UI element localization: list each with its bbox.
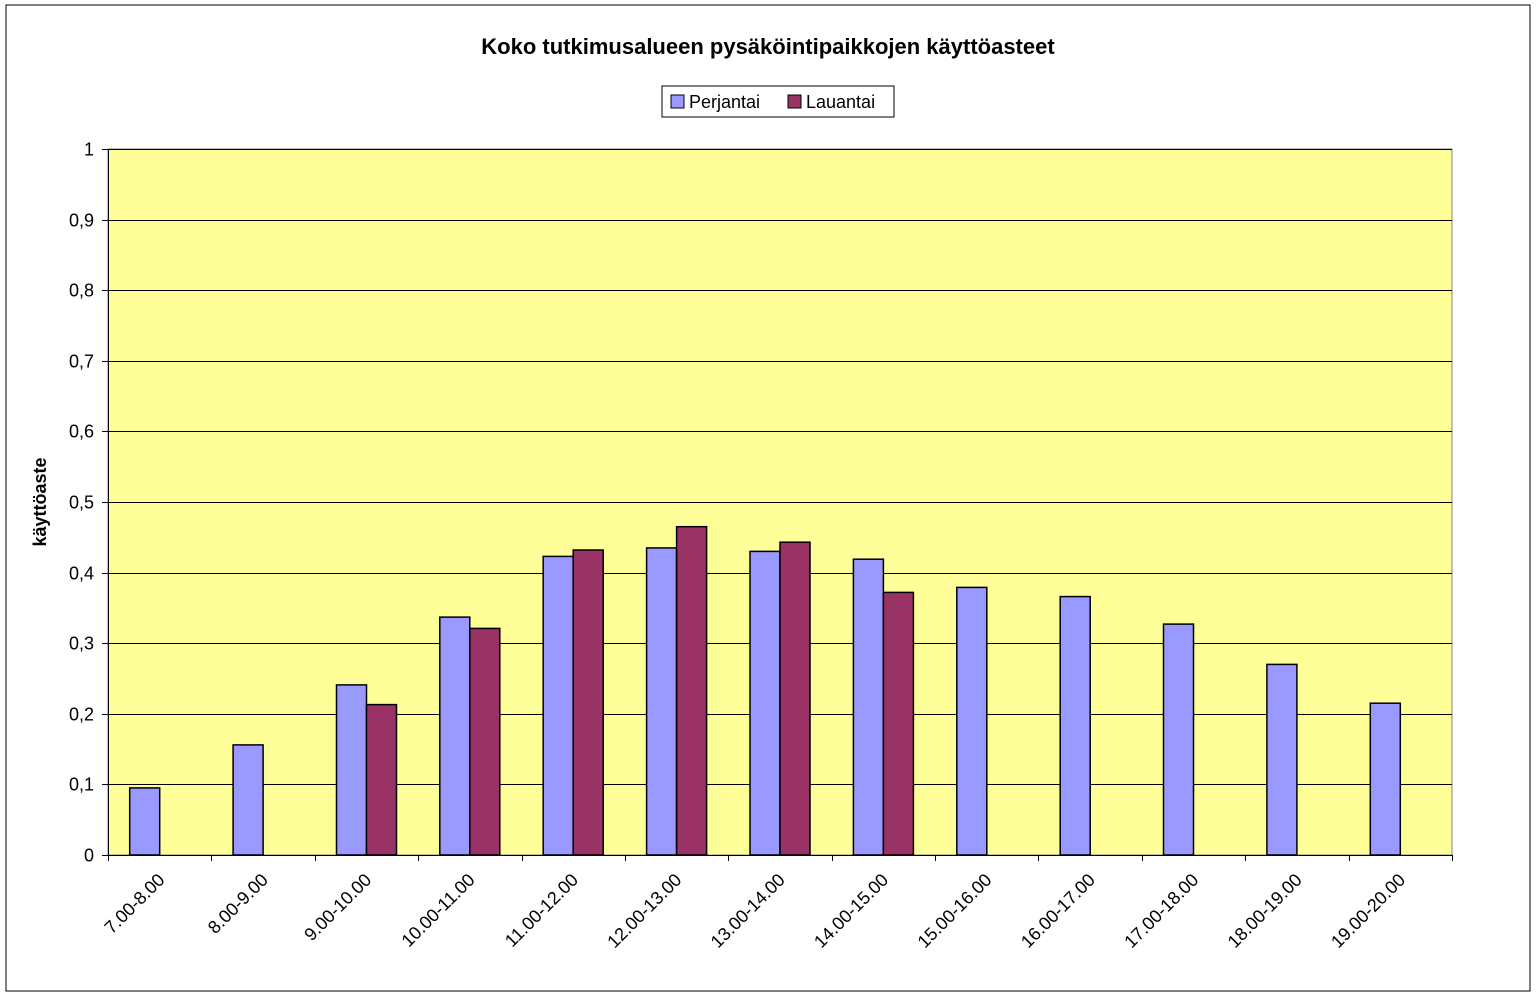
y-tick-label: 0,5 [69, 493, 94, 513]
bar-perjantai-10 [1162, 623, 1195, 856]
bar-perjantai-12 [1369, 702, 1402, 856]
bars [128, 525, 1402, 856]
axes [102, 149, 1453, 861]
bar-perjantai-1 [232, 744, 264, 856]
bar-perjantai-8 [956, 586, 988, 856]
bar-perjantai-9 [1059, 595, 1091, 856]
y-tick-label: 0,2 [69, 705, 94, 725]
legend-box [661, 85, 895, 118]
y-tick-label: 0 [84, 846, 94, 866]
legend: Perjantai Lauantai [661, 85, 895, 118]
y-tick-label: 0,6 [69, 422, 94, 442]
legend-label-perjantai: Perjantai [689, 92, 760, 112]
bar-perjantai-0 [128, 787, 161, 856]
legend-swatch-lauantai [787, 94, 802, 109]
bar-lauantai-6 [779, 541, 811, 856]
y-tick-label: 0,9 [69, 211, 94, 231]
y-tick-label: 1 [84, 140, 94, 160]
legend-label-lauantai: Lauantai [806, 92, 875, 112]
bar-perjantai-4 [542, 555, 574, 856]
y-tick-label: 0,7 [69, 352, 94, 372]
chart-title: Koko tutkimusalueen pysäköintipaikkojen … [481, 34, 1055, 59]
bar-perjantai-5 [645, 547, 678, 856]
bar-lauantai-2 [365, 703, 398, 856]
bar-lauantai-4 [572, 549, 604, 856]
legend-swatch-perjantai [670, 94, 685, 109]
bar-lauantai-5 [675, 525, 708, 856]
bar-perjantai-2 [335, 684, 368, 856]
bar-perjantai-6 [749, 550, 781, 856]
y-tick-label: 0,1 [69, 775, 94, 795]
bar-perjantai-7 [852, 558, 885, 856]
y-tick-label: 0,4 [69, 564, 94, 584]
y-tick-labels: 0 0,1 0,2 0,3 0,4 0,5 0,6 0,7 0,8 0,9 1 [69, 140, 94, 866]
bar-lauantai-7 [882, 591, 915, 856]
bar-lauantai-3 [469, 627, 501, 856]
bar-perjantai-3 [439, 616, 471, 856]
y-tick-label: 0,3 [69, 634, 94, 654]
y-axis-label: käyttöaste [30, 457, 50, 546]
y-tick-label: 0,8 [69, 281, 94, 301]
bar-perjantai-11 [1266, 663, 1298, 856]
